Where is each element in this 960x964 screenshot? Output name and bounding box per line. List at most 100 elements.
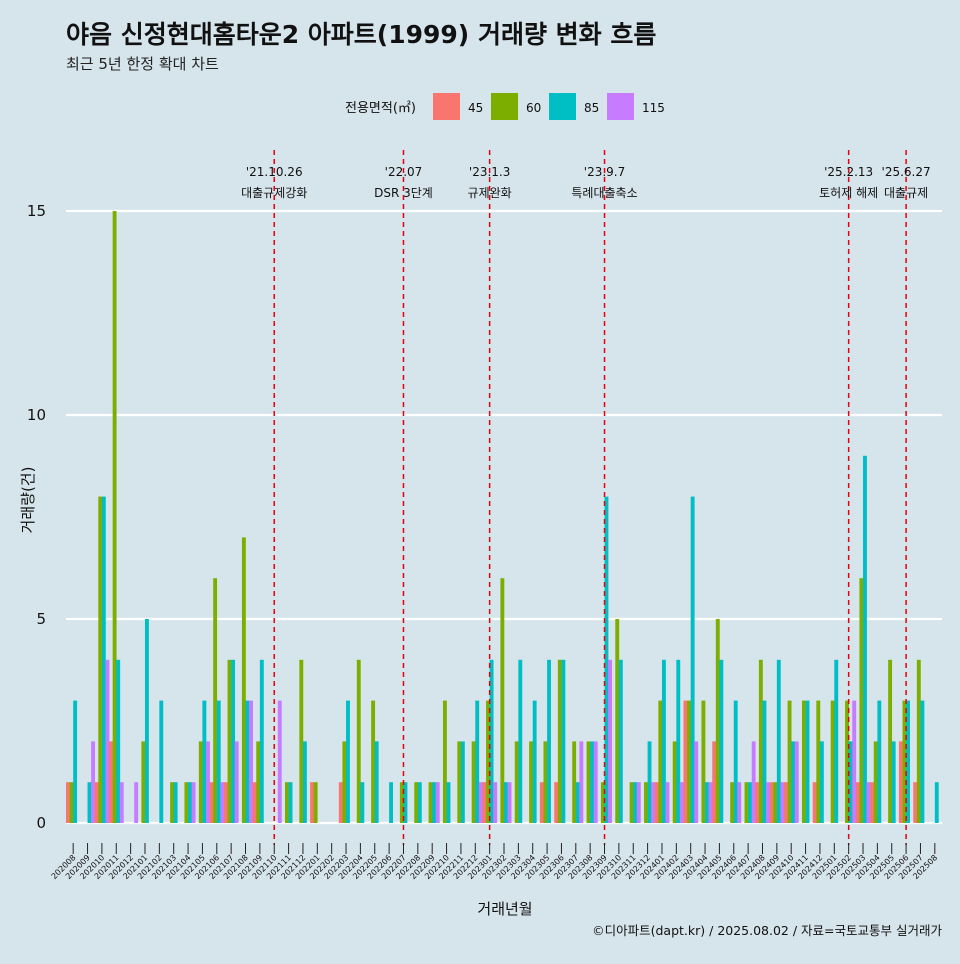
bar-202209-60	[428, 782, 433, 823]
bar-202107-60	[227, 659, 232, 823]
bar-202506-85	[906, 700, 910, 823]
bar-202406-115	[737, 782, 742, 823]
bar-202207-60	[399, 782, 404, 823]
event-date-202502: '25.2.13	[824, 165, 873, 179]
bar-202008-45	[66, 782, 70, 823]
bar-202012-115	[134, 782, 139, 823]
bar-202203-85	[346, 700, 350, 823]
bar-202503-115	[866, 782, 871, 823]
bar-202112-85	[302, 741, 307, 823]
event-label-202110: 대출규제강화	[241, 186, 307, 200]
bar-202106-45	[209, 782, 214, 823]
bar-202503-60	[859, 578, 864, 823]
bar-202503-85	[863, 455, 867, 823]
bar-202101-85	[144, 619, 149, 823]
bar-202407-60	[744, 782, 749, 823]
bar-202309-60	[600, 782, 605, 823]
bar-202401-60	[658, 700, 663, 823]
bar-202403-115	[694, 741, 699, 823]
bar-202401-45	[654, 782, 659, 823]
bar-202407-85	[748, 782, 753, 823]
bar-202109-60	[256, 741, 261, 823]
y-tick-label-0: 0	[36, 814, 46, 832]
bar-202502-60	[845, 700, 849, 823]
bar-202305-60	[543, 741, 548, 823]
event-label-202301: 규제완화	[468, 186, 512, 200]
bar-202104-85	[188, 782, 192, 823]
event-label-202309: 특례대출축소	[571, 186, 637, 200]
bar-202411-85	[805, 700, 810, 823]
legend-swatch-60	[491, 93, 518, 120]
event-date-202301: '23.1.3	[469, 165, 510, 179]
bar-202105-115	[206, 741, 210, 823]
bar-202307-85	[575, 782, 580, 823]
bar-202304-60	[529, 741, 534, 823]
bar-202008-60	[69, 782, 74, 823]
legend-label-60: 60	[526, 101, 541, 115]
bar-202206-85	[389, 782, 393, 823]
bar-202501-60	[830, 700, 835, 823]
bar-202501-85	[834, 659, 839, 823]
bar-202506-60	[902, 700, 907, 823]
bar-202409-115	[780, 782, 785, 823]
bar-202306-45	[554, 782, 559, 823]
bar-202402-85	[676, 659, 681, 823]
bar-202305-85	[547, 659, 551, 823]
bar-202211-60	[457, 741, 462, 823]
legend-swatch-115	[607, 93, 634, 120]
bar-202302-115	[507, 782, 512, 823]
x-axis-title: 거래년월	[477, 900, 532, 918]
bar-202508-85	[934, 782, 939, 823]
bar-202410-60	[787, 700, 792, 823]
legend-label-45: 45	[468, 101, 483, 115]
bar-202207-85	[403, 782, 408, 823]
bar-202505-85	[891, 741, 896, 823]
y-axis: 0 5 10 15	[27, 202, 46, 832]
bar-202506-45	[898, 741, 903, 823]
bars-group	[66, 211, 939, 823]
bar-202204-60	[356, 659, 361, 823]
bar-202404-85	[705, 782, 709, 823]
bar-202203-60	[342, 741, 347, 823]
bar-202312-115	[651, 782, 656, 823]
bar-202212-85	[475, 700, 480, 823]
bar-202108-115	[249, 700, 253, 823]
y-axis-title: 거래량(건)	[19, 467, 37, 534]
bar-202201-45	[310, 782, 315, 823]
legend: 전용면적(㎡) 45 60 85 115	[345, 93, 665, 120]
bar-202310-85	[618, 659, 623, 823]
bar-202412-85	[819, 741, 824, 823]
bar-202410-45	[784, 782, 788, 823]
bar-202310-60	[615, 619, 620, 823]
bar-202109-85	[259, 659, 264, 823]
bar-202410-85	[791, 741, 796, 823]
bar-202312-85	[647, 741, 652, 823]
bar-202309-115	[608, 659, 612, 823]
bar-202405-85	[719, 659, 724, 823]
bar-202405-60	[715, 619, 720, 823]
bar-202406-85	[733, 700, 738, 823]
bar-202409-85	[776, 659, 781, 823]
bar-202208-85	[417, 782, 422, 823]
legend-label-85: 85	[584, 101, 599, 115]
bar-202403-60	[687, 700, 691, 823]
bar-202408-60	[758, 659, 763, 823]
bar-202409-45	[769, 782, 774, 823]
bar-202406-60	[730, 782, 735, 823]
bar-202306-60	[557, 659, 562, 823]
bar-202210-60	[442, 700, 447, 823]
bar-202404-115	[708, 782, 713, 823]
bar-202008-85	[73, 700, 78, 823]
bar-202312-60	[644, 782, 648, 823]
bar-202010-60	[98, 496, 103, 823]
bar-202504-60	[873, 741, 878, 823]
bar-202201-60	[313, 782, 318, 823]
bar-202507-45	[913, 782, 918, 823]
bar-202407-115	[751, 741, 756, 823]
legend-label-115: 115	[642, 101, 665, 115]
y-tick-label-5: 5	[36, 610, 46, 628]
bar-202105-60	[198, 741, 203, 823]
bar-202304-85	[532, 700, 537, 823]
bar-202302-85	[504, 782, 508, 823]
